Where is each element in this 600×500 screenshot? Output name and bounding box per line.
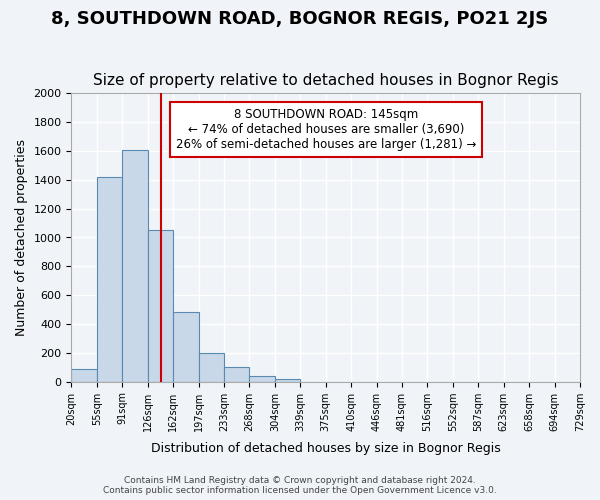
Title: Size of property relative to detached houses in Bognor Regis: Size of property relative to detached ho…	[93, 73, 559, 88]
Y-axis label: Number of detached properties: Number of detached properties	[15, 139, 28, 336]
Bar	[97, 177, 122, 382]
Text: Contains HM Land Registry data © Crown copyright and database right 2024.
Contai: Contains HM Land Registry data © Crown c…	[103, 476, 497, 495]
Bar	[148, 230, 173, 382]
Bar	[275, 379, 300, 382]
Bar	[199, 353, 224, 382]
Bar	[250, 376, 275, 382]
Bar	[224, 367, 250, 382]
X-axis label: Distribution of detached houses by size in Bognor Regis: Distribution of detached houses by size …	[151, 442, 500, 455]
Bar	[122, 150, 148, 382]
Text: 8, SOUTHDOWN ROAD, BOGNOR REGIS, PO21 2JS: 8, SOUTHDOWN ROAD, BOGNOR REGIS, PO21 2J…	[52, 10, 548, 28]
Bar	[173, 312, 199, 382]
Bar	[71, 370, 97, 382]
Text: 8 SOUTHDOWN ROAD: 145sqm
← 74% of detached houses are smaller (3,690)
26% of sem: 8 SOUTHDOWN ROAD: 145sqm ← 74% of detach…	[176, 108, 476, 151]
